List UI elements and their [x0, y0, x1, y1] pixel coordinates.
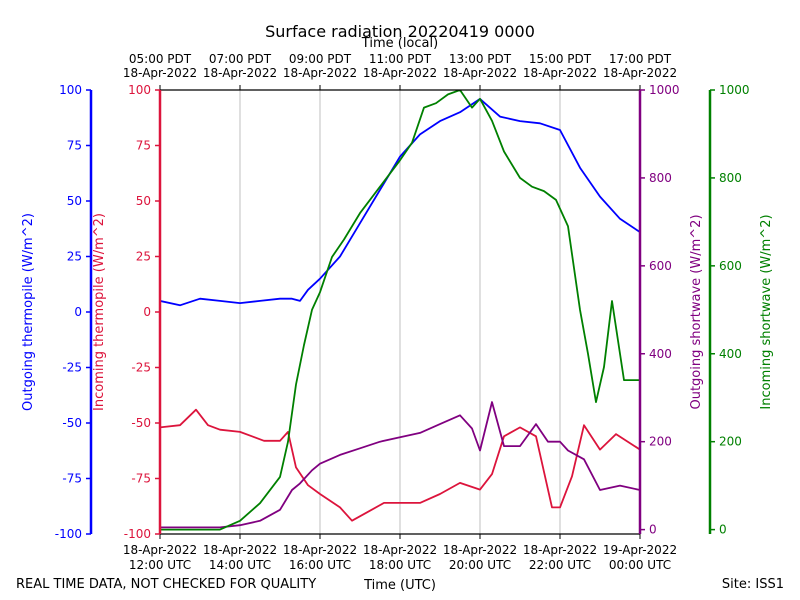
- y-tick-label: 100: [128, 83, 151, 97]
- top-tick-label-date: 18-Apr-2022: [283, 66, 357, 80]
- x-tick-label-time: 16:00 UTC: [289, 558, 351, 572]
- top-tick-label-time: 11:00 PDT: [369, 52, 432, 66]
- y-axis-label-out_thermo: Outgoing thermopile (W/m^2): [21, 213, 36, 411]
- x-tick-label-date: 18-Apr-2022: [363, 543, 437, 557]
- series-line-incoming-thermopile: [160, 408, 640, 522]
- y-tick-label: -75: [131, 472, 151, 486]
- x-tick-label-time: 22:00 UTC: [529, 558, 591, 572]
- y-axis-label-in_thermo: Incoming thermopile (W/m^2): [92, 213, 107, 411]
- y-tick-label: 0: [719, 523, 727, 537]
- x-tick-label-date: 18-Apr-2022: [283, 543, 357, 557]
- top-tick-label-date: 18-Apr-2022: [523, 66, 597, 80]
- top-tick-label-date: 18-Apr-2022: [123, 66, 197, 80]
- x-tick-label-date: 18-Apr-2022: [123, 543, 197, 557]
- top-tick-label-time: 17:00 PDT: [609, 52, 672, 66]
- y-tick-label: 75: [67, 139, 82, 153]
- y-tick-label: -100: [124, 527, 151, 541]
- footer-site-label: Site: ISS1: [722, 577, 784, 592]
- y-tick-label: -25: [62, 361, 82, 375]
- y-axis-label-in_sw: Incoming shortwave (W/m^2): [759, 214, 774, 409]
- series-line-outgoing-thermopile: [160, 98, 640, 307]
- y-tick-label: 800: [649, 171, 672, 185]
- top-tick-label-time: 09:00 PDT: [289, 52, 352, 66]
- x-tick-label-time: 14:00 UTC: [209, 558, 271, 572]
- x-axis-label: Time (UTC): [363, 578, 436, 593]
- y-tick-label: 400: [649, 347, 672, 361]
- y-tick-label: 0: [74, 305, 82, 319]
- y-tick-label: 0: [143, 305, 151, 319]
- y-tick-label: 50: [136, 194, 151, 208]
- top-tick-label-date: 18-Apr-2022: [603, 66, 677, 80]
- y-tick-label: 400: [719, 347, 742, 361]
- series-line-incoming-shortwave: [160, 90, 640, 531]
- top-tick-label-date: 18-Apr-2022: [363, 66, 437, 80]
- y-tick-label: -75: [62, 472, 82, 486]
- y-tick-label: -50: [62, 416, 82, 430]
- y-tick-label: 1000: [719, 83, 750, 97]
- y-axis-label-out_sw: Outgoing shortwave (W/m^2): [689, 214, 704, 409]
- top-tick-label-date: 18-Apr-2022: [203, 66, 277, 80]
- y-tick-label: 75: [136, 139, 151, 153]
- chart-title: Surface radiation 20220419 0000: [265, 22, 535, 41]
- y-tick-label: -100: [55, 527, 82, 541]
- x-tick-label-date: 18-Apr-2022: [523, 543, 597, 557]
- value-axes-labels: Outgoing thermopile (W/m^2) Incoming ther…: [21, 213, 774, 411]
- x-tick-label-time: 18:00 UTC: [369, 558, 431, 572]
- x-tick-label-time: 12:00 UTC: [129, 558, 191, 572]
- y-tick-label: 600: [719, 259, 742, 273]
- y-tick-label: 200: [719, 435, 742, 449]
- y-tick-label: 1000: [649, 83, 680, 97]
- x-tick-label-date: 19-Apr-2022: [603, 543, 677, 557]
- y-tick-label: 100: [59, 83, 82, 97]
- x-tick-label-time: 00:00 UTC: [609, 558, 671, 572]
- y-tick-label: 200: [649, 435, 672, 449]
- series-line-outgoing-shortwave: [160, 401, 640, 529]
- top-tick-label-time: 13:00 PDT: [449, 52, 512, 66]
- y-tick-label: -25: [131, 361, 151, 375]
- value-axes-ticks: 100 75 50 25 0 -25 -50 -75 -100 100 75 50 25 0 -25 -50 -…: [55, 83, 750, 541]
- top-tick-label-time: 05:00 PDT: [129, 52, 192, 66]
- y-tick-label: -50: [131, 416, 151, 430]
- y-tick-label: 25: [136, 250, 151, 264]
- y-tick-label: 50: [67, 194, 82, 208]
- x-tick-label-date: 18-Apr-2022: [203, 543, 277, 557]
- y-tick-label: 0: [649, 523, 657, 537]
- top-tick-label-time: 07:00 PDT: [209, 52, 272, 66]
- series-lines: [160, 90, 640, 531]
- y-tick-label: 25: [67, 250, 82, 264]
- y-tick-label: 800: [719, 171, 742, 185]
- y-tick-label: 600: [649, 259, 672, 273]
- x-tick-label-time: 20:00 UTC: [449, 558, 511, 572]
- x-tick-label-date: 18-Apr-2022: [443, 543, 517, 557]
- top-tick-label-date: 18-Apr-2022: [443, 66, 517, 80]
- footer-quality-note: REAL TIME DATA, NOT CHECKED FOR QUALITY: [16, 577, 316, 592]
- top-axis-label: Time (local): [361, 36, 438, 51]
- top-tick-label-time: 15:00 PDT: [529, 52, 592, 66]
